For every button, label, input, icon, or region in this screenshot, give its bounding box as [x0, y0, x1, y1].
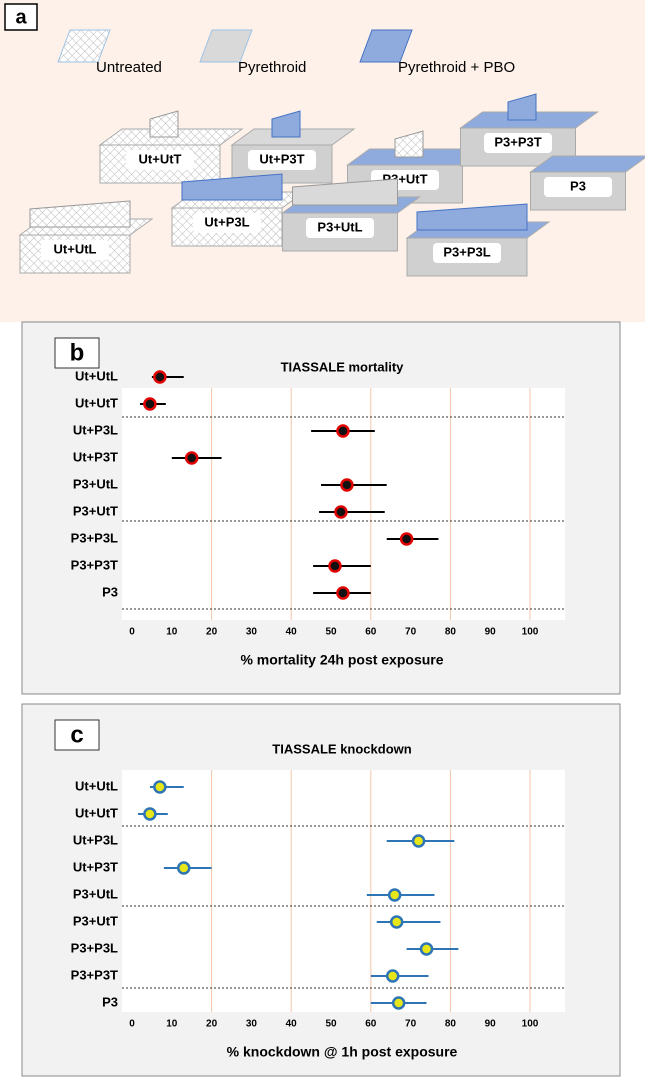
y-tick-label: Ut+P3T: [73, 449, 118, 464]
box-label: P3+P3T: [494, 134, 541, 149]
point: [335, 507, 346, 518]
x-tick-label: 70: [405, 1019, 417, 1030]
box-label: Ut+UtL: [54, 241, 97, 256]
point: [154, 782, 165, 793]
x-tick-label: 50: [325, 1019, 337, 1030]
x-tick-label: 100: [522, 627, 539, 638]
x-tick-label: 80: [445, 1019, 457, 1030]
point: [341, 480, 352, 491]
box-label: Ut+P3T: [259, 151, 304, 166]
point: [329, 561, 340, 572]
legend-label: Pyrethroid: [238, 59, 306, 76]
point: [154, 372, 165, 383]
point: [337, 588, 348, 599]
legend-label: Untreated: [96, 59, 162, 76]
point: [401, 534, 412, 545]
x-tick-label: 20: [206, 1019, 218, 1030]
chart-title: TIASSALE mortality: [281, 359, 405, 374]
legend-label: Pyrethroid + PBO: [398, 59, 515, 76]
y-tick-label: P3: [102, 584, 118, 599]
x-tick-label: 60: [365, 627, 377, 638]
y-tick-label: P3+UtT: [73, 913, 118, 928]
x-tick-label: 0: [129, 627, 135, 638]
box-label: Ut+P3L: [204, 214, 249, 229]
panel-label: c: [70, 721, 83, 748]
x-axis-title: % mortality 24h post exposure: [240, 652, 443, 668]
y-tick-label: Ut+UtL: [75, 778, 118, 793]
panel-label: b: [70, 339, 85, 366]
y-tick-label: Ut+P3T: [73, 859, 118, 874]
point: [389, 890, 400, 901]
y-tick-label: P3: [102, 994, 118, 1009]
y-tick-label: P3+P3L: [71, 530, 118, 545]
y-tick-label: P3+UtL: [73, 886, 118, 901]
point: [337, 426, 348, 437]
point: [186, 453, 197, 464]
y-tick-label: Ut+UtL: [75, 368, 118, 383]
x-axis-title: % knockdown @ 1h post exposure: [227, 1044, 458, 1060]
plot-area: [122, 770, 565, 1012]
x-tick-label: 0: [129, 1019, 135, 1030]
x-tick-label: 100: [522, 1019, 539, 1030]
y-tick-label: P3+P3T: [71, 557, 118, 572]
point: [144, 809, 155, 820]
y-tick-label: P3+UtL: [73, 476, 118, 491]
y-tick-label: P3+P3T: [71, 967, 118, 982]
plot-area: [122, 388, 565, 620]
y-tick-label: Ut+UtT: [75, 395, 118, 410]
point: [413, 836, 424, 847]
x-tick-label: 10: [166, 1019, 178, 1030]
x-tick-label: 40: [286, 627, 298, 638]
chart-title: TIASSALE knockdown: [272, 741, 411, 756]
x-tick-label: 30: [246, 627, 258, 638]
y-tick-label: P3+UtT: [73, 503, 118, 518]
y-tick-label: P3+P3L: [71, 940, 118, 955]
x-tick-label: 70: [405, 627, 417, 638]
box-label: P3+P3L: [443, 244, 490, 259]
x-tick-label: 90: [485, 627, 497, 638]
x-tick-label: 60: [365, 1019, 377, 1030]
point: [393, 998, 404, 1009]
box-label: P3: [570, 178, 586, 193]
point: [178, 863, 189, 874]
x-tick-label: 90: [485, 1019, 497, 1030]
point: [421, 944, 432, 955]
x-tick-label: 80: [445, 627, 457, 638]
y-tick-label: Ut+UtT: [75, 805, 118, 820]
x-tick-label: 10: [166, 627, 178, 638]
box-label: P3+UtL: [317, 219, 362, 234]
x-tick-label: 20: [206, 627, 218, 638]
point: [144, 399, 155, 410]
point: [391, 917, 402, 928]
x-tick-label: 40: [286, 1019, 298, 1030]
y-tick-label: Ut+P3L: [73, 422, 118, 437]
box-label: Ut+UtT: [139, 151, 182, 166]
panel-label: a: [15, 6, 27, 28]
point: [387, 971, 398, 982]
y-tick-label: Ut+P3L: [73, 832, 118, 847]
x-tick-label: 30: [246, 1019, 258, 1030]
x-tick-label: 50: [325, 627, 337, 638]
